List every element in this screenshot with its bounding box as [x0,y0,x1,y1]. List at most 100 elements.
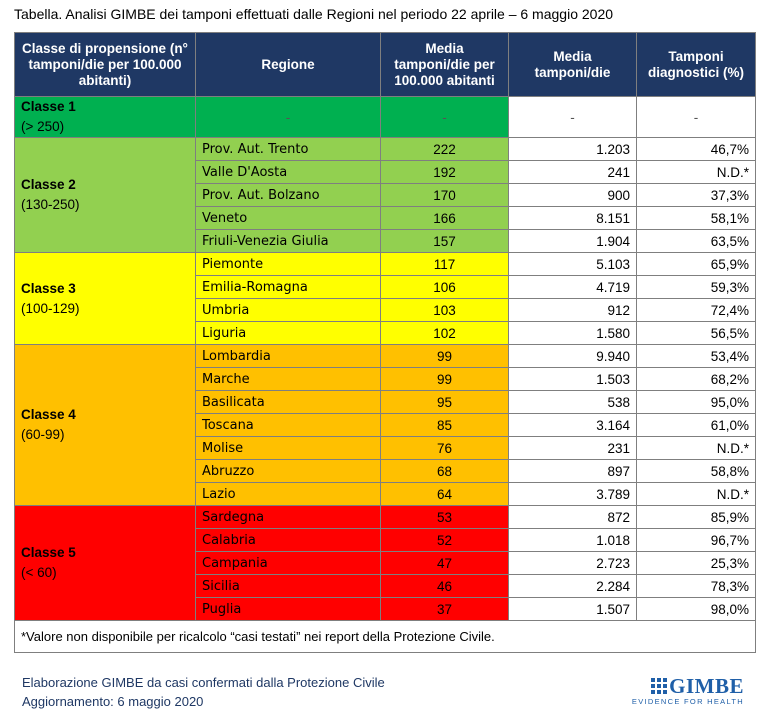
daily-tests: 1.507 [508,597,637,621]
region: Puglia [195,597,381,621]
diagnostic-pct: 58,1% [636,206,756,230]
rate: 76 [380,436,509,460]
class-name: Classe 4 [21,407,76,422]
diagnostic-pct: 72,4% [636,298,756,322]
rate: 102 [380,321,509,345]
daily-tests: 1.203 [508,137,637,161]
class-name: Classe 2 [21,177,76,192]
diagnostic-pct: 53,4% [636,344,756,368]
diagnostic-pct: 63,5% [636,229,756,253]
rate: 99 [380,344,509,368]
diagnostic-pct: 46,7% [636,137,756,161]
header-cell: Classe di propensione (n° tamponi/die pe… [14,32,196,97]
daily-tests: 5.103 [508,252,637,276]
diagnostic-pct: N.D.* [636,160,756,184]
region: Veneto [195,206,381,230]
class-range: (130-250) [21,197,80,212]
diagnostic-pct: - [636,96,756,138]
daily-tests: 231 [508,436,637,460]
region: Umbria [195,298,381,322]
diagnostic-pct: 37,3% [636,183,756,207]
class-cell: Classe 4 (60-99) [14,344,196,506]
region: Basilicata [195,390,381,414]
daily-tests: 1.018 [508,528,637,552]
header-cell: Media tamponi/die [508,32,637,97]
footer-update: Aggiornamento: 6 maggio 2020 [22,694,204,709]
logo-icon [651,678,668,694]
class-range: (100-129) [21,300,80,316]
daily-tests: 1.904 [508,229,637,253]
table-row: Liguria 102 1.580 56,5% [15,321,756,345]
rate: 157 [380,229,509,253]
region: Valle D'Aosta [195,160,381,184]
daily-tests: 8.151 [508,206,637,230]
rate: 99 [380,367,509,391]
logo-name: GIMBE [632,674,744,699]
daily-tests: 3.789 [508,482,637,506]
rate: 95 [380,390,509,414]
diagnostic-pct: 61,0% [636,413,756,437]
diagnostic-pct: 85,9% [636,505,756,529]
daily-tests: 912 [508,298,637,322]
rate: 222 [380,137,509,161]
rate: 117 [380,252,509,276]
class-cell: Classe 2 (130-250) [14,137,196,253]
region: Molise [195,436,381,460]
daily-tests: 897 [508,459,637,483]
diagnostic-pct: 65,9% [636,252,756,276]
table-row: Calabria 52 1.018 96,7% [15,528,756,552]
header-row: Classe di propensione (n° tamponi/die pe… [14,32,756,97]
diagnostic-pct: 98,0% [636,597,756,621]
rate: 103 [380,298,509,322]
region: Lazio [195,482,381,506]
rate: 53 [380,505,509,529]
table-row: Molise 76 231 N.D.* [15,436,756,460]
table-row: Toscana 85 3.164 61,0% [15,413,756,437]
rate: 85 [380,413,509,437]
rate: 64 [380,482,509,506]
table-row: Classe 2 (130-250) Prov. Aut. Trento 222 1.2… [14,137,756,253]
class-name: Classe 1 [21,99,76,114]
logo: GIMBE EVIDENCE FOR HEALTH [632,674,744,706]
rate: 52 [380,528,509,552]
table-row: Classe 1 (> 250) - - - - [14,96,756,138]
region: Sardegna [195,505,381,529]
class-cell: Classe 1 (> 250) [14,96,196,138]
table: Classe di propensione (n° tamponi/die pe… [14,32,756,653]
region: Liguria [195,321,381,345]
region: Lombardia [195,344,381,368]
class-range: (> 250) [21,119,65,134]
region: Marche [195,367,381,391]
diagnostic-pct: 96,7% [636,528,756,552]
table-row: Emilia-Romagna 106 4.719 59,3% [15,275,756,299]
diagnostic-pct: 56,5% [636,321,756,345]
class-range: (< 60) [21,565,57,580]
table-row: Veneto 166 8.151 58,1% [15,206,756,230]
class-name: Classe 3 [21,280,76,296]
region: Emilia-Romagna [195,275,381,299]
daily-tests: 4.719 [508,275,637,299]
daily-tests: 538 [508,390,637,414]
table-row: Sicilia 46 2.284 78,3% [15,574,756,598]
daily-tests: 1.580 [508,321,637,345]
region: Campania [195,551,381,575]
daily-tests: - [508,96,637,138]
diagnostic-pct: 25,3% [636,551,756,575]
region: - [195,96,381,138]
region: Toscana [195,413,381,437]
title: Tabella. Analisi GIMBE dei tamponi effet… [14,6,614,22]
diagnostic-pct: 68,2% [636,367,756,391]
table-row: Valle D'Aosta 192 241 N.D.* [15,160,756,184]
logo-text: GIMBE [669,674,744,698]
region: Calabria [195,528,381,552]
rate: - [380,96,509,138]
class-name: Classe 5 [21,545,76,560]
footer-source: Elaborazione GIMBE da casi confermati da… [22,675,385,690]
class-range: (60-99) [21,427,65,442]
rate: 166 [380,206,509,230]
table-row: Umbria 103 912 72,4% [15,298,756,322]
class-cell: Classe 3 (100-129) [14,252,196,345]
rate: 47 [380,551,509,575]
rate: 106 [380,275,509,299]
